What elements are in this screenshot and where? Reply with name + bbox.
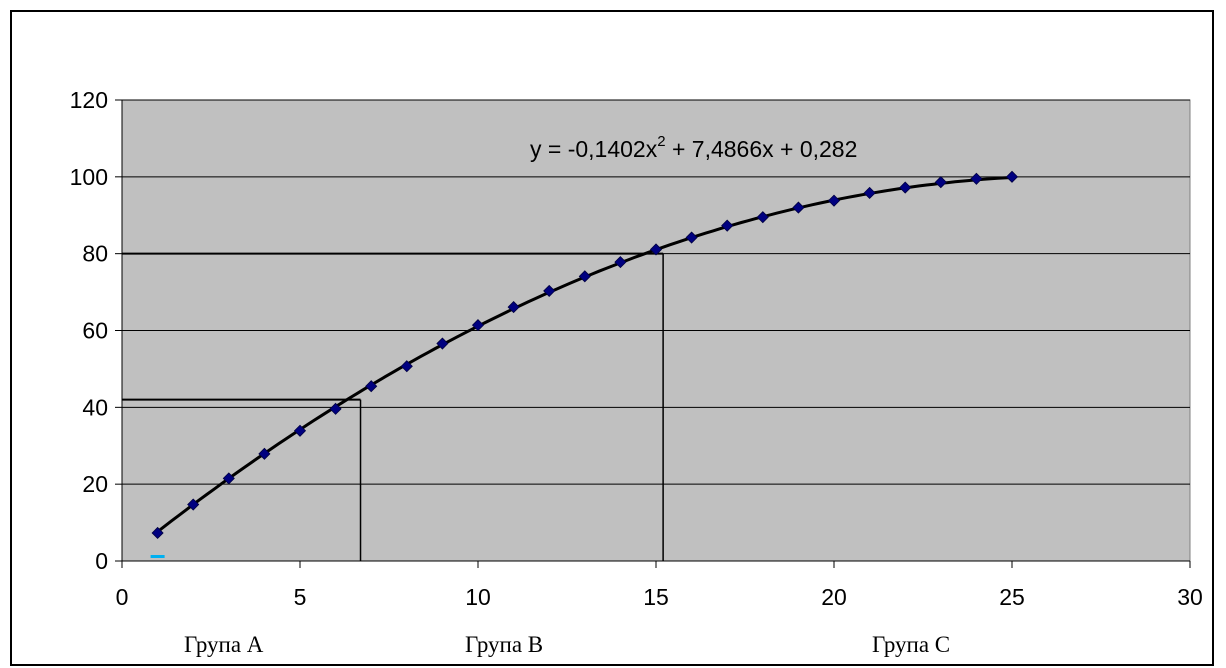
axis-layer: 0 20 40 60 80 100 120 0 5 10 15 20 25 30: [70, 87, 1203, 610]
data-point: [649, 243, 663, 256]
data-point: [614, 256, 627, 269]
x-tick-label: 25: [999, 584, 1025, 610]
x-tick-label: 30: [1177, 584, 1203, 610]
trendline-equation: y = -0,1402x2 + 7,4866x + 0,282: [530, 133, 857, 162]
y-tick-label: 0: [95, 548, 108, 574]
data-point: [685, 231, 698, 244]
data-point: [1005, 170, 1019, 183]
y-tick-label: 100: [70, 164, 108, 190]
y-tick-label: 20: [82, 471, 108, 497]
origin-marker: [150, 555, 165, 558]
data-point: [365, 380, 378, 393]
x-tick-label: 20: [821, 584, 847, 610]
data-point: [970, 172, 983, 185]
data-point: [792, 201, 805, 214]
equation-exponent: 2: [657, 133, 665, 150]
reference-lines: [122, 252, 664, 561]
data-point: [543, 284, 556, 297]
data-point: [899, 181, 912, 194]
y-tick-label: 120: [70, 87, 108, 113]
data-point: [827, 194, 841, 207]
group-label-b: Група B: [465, 632, 543, 657]
data-point: [258, 447, 271, 460]
data-point: [400, 360, 413, 373]
chart-svg: 0 20 40 60 80 100 120 0 5 10 15 20 25 30 y = -0,1402x…: [70, 87, 1203, 657]
x-tick-label: 15: [643, 584, 669, 610]
x-tick-label: 10: [465, 584, 491, 610]
y-tick-label: 40: [82, 394, 108, 420]
data-point: [863, 186, 876, 200]
y-tick-label: 60: [82, 318, 108, 344]
data-point: [293, 424, 307, 437]
grid-layer: [122, 99, 1190, 485]
data-point: [578, 270, 591, 283]
y-tick-label: 80: [82, 241, 108, 267]
data-point: [329, 402, 342, 415]
data-point: [756, 211, 769, 224]
data-point: [721, 219, 734, 232]
data-point: [187, 498, 200, 511]
group-label-c: Група C: [872, 632, 950, 657]
data-point: [934, 176, 947, 189]
data-point: [151, 526, 164, 540]
group-label-a: Група A: [184, 632, 264, 657]
data-point: [507, 301, 520, 314]
equation-base: y = -0,1402x: [530, 136, 658, 162]
x-tick-label: 5: [294, 584, 307, 610]
data-point: [436, 337, 449, 350]
data-point: [222, 472, 235, 485]
chart-frame: 0 20 40 60 80 100 120 0 5 10 15 20 25 30 y = -0,1402x…: [10, 10, 1214, 666]
equation-rest: + 7,4866x + 0,282: [666, 136, 858, 162]
data-point: [471, 319, 485, 332]
data-markers: [151, 170, 1019, 540]
x-tick-label: 0: [116, 584, 129, 610]
